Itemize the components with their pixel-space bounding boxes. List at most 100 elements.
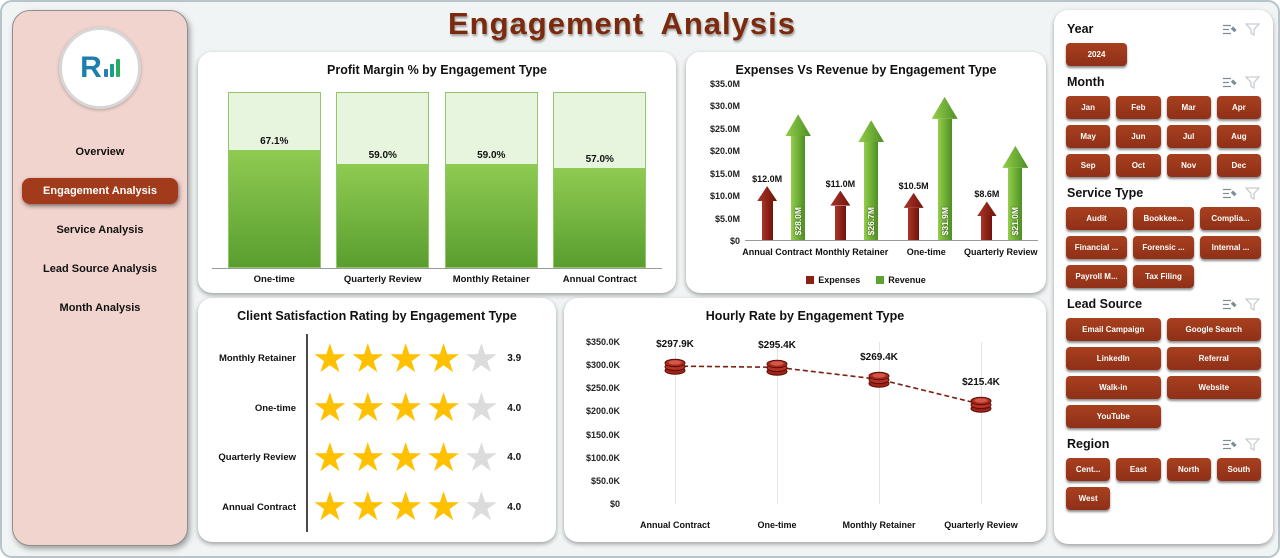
filter-option-apr[interactable]: Apr: [1216, 96, 1261, 119]
expenses-column: $11.0M: [826, 179, 855, 240]
filter-option-east[interactable]: East: [1116, 458, 1161, 481]
revenue-arrow[interactable]: $21.0M: [1002, 145, 1029, 240]
coin-marker-icon[interactable]: [765, 358, 789, 381]
filter-option-south[interactable]: South: [1216, 458, 1261, 481]
filter-option-website[interactable]: Website: [1166, 376, 1261, 399]
filter-option-mar[interactable]: Mar: [1166, 96, 1211, 119]
plot-area: 67.1% 59.0% 59.0% 57.0%: [212, 92, 662, 269]
filter-option-2024[interactable]: 2024: [1066, 43, 1127, 66]
filter-option-nov[interactable]: Nov: [1166, 154, 1211, 177]
filter-option-youtube[interactable]: YouTube: [1066, 405, 1161, 428]
y-axis-tick-label: $300.0K: [585, 360, 620, 371]
filter-option-financial[interactable]: Financial ...: [1066, 236, 1127, 259]
filter-option-email-campaign[interactable]: Email Campaign: [1066, 318, 1161, 341]
expenses-arrow[interactable]: [757, 186, 778, 240]
filter-option-bookkee[interactable]: Bookkee...: [1133, 207, 1194, 230]
coin-marker-icon[interactable]: [969, 395, 993, 418]
star-icon: ★: [387, 386, 424, 431]
filter-option-audit[interactable]: Audit: [1066, 207, 1127, 230]
arrow-stem: [981, 216, 993, 240]
filter-option-payroll-m[interactable]: Payroll M...: [1066, 265, 1127, 288]
expenses-arrow[interactable]: [830, 190, 851, 240]
star-rating[interactable]: ★ ★ ★ ★ ★: [312, 339, 499, 379]
revenue-label-wrap: $31.9M: [932, 97, 958, 240]
filter-funnel-icon[interactable]: [1245, 186, 1260, 200]
y-axis-labels: $350.0K $300.0K $250.0K $200.0K $150.0K $100.…: [572, 337, 620, 509]
filter-option-dec[interactable]: Dec: [1216, 154, 1261, 177]
filter-option-aug[interactable]: Aug: [1216, 125, 1261, 148]
filter-option-oct[interactable]: Oct: [1116, 154, 1161, 177]
star-rating[interactable]: ★ ★ ★ ★ ★: [312, 435, 499, 480]
line-chart-plot: $297.9K $295.4K $269.4K $215.4K: [624, 339, 1032, 504]
clear-selections-icon[interactable]: [1222, 298, 1238, 311]
clear-selections-icon[interactable]: [1222, 23, 1238, 36]
category-group: $11.0M $26.7M: [818, 120, 891, 240]
filter-option-sep[interactable]: Sep: [1066, 154, 1111, 177]
category-group: $8.6M $21.0M: [965, 145, 1038, 240]
sidebar-item-month-analysis[interactable]: Month Analysis: [59, 302, 141, 314]
filter-option-cent[interactable]: Cent...: [1066, 458, 1111, 481]
star-icon: ★: [463, 386, 500, 431]
expenses-arrow[interactable]: [976, 201, 997, 240]
filter-option-complia[interactable]: Complia...: [1200, 207, 1261, 230]
filter-option-feb[interactable]: Feb: [1116, 96, 1161, 119]
clear-selections-icon[interactable]: [1222, 187, 1238, 200]
filter-option-forensic[interactable]: Forensic ...: [1133, 236, 1194, 259]
star-rating[interactable]: ★ ★ ★ ★ ★: [312, 386, 500, 431]
filter-option-jun[interactable]: Jun: [1116, 125, 1161, 148]
category-group: $10.5M $31.9M: [892, 96, 965, 240]
profit-bar-value: 67.1%: [260, 136, 289, 148]
star-rating[interactable]: ★ ★ ★ ★ ★: [312, 487, 499, 527]
sidebar-item-engagement-analysis[interactable]: Engagement Analysis: [22, 178, 178, 204]
filter-section-header: Month: [1067, 75, 1260, 89]
filter-option-linkedin[interactable]: LinkedIn: [1066, 347, 1161, 370]
y-axis-tick-label: $15.0M: [709, 168, 740, 179]
clear-selections-icon[interactable]: [1222, 438, 1238, 451]
expenses-arrow[interactable]: [903, 192, 924, 240]
filter-section-lead-source: Lead Source Email Campaign Google Search Li…: [1066, 297, 1261, 428]
arrow-stem: [937, 118, 952, 240]
revenue-arrow[interactable]: $26.7M: [858, 120, 885, 240]
sidebar-item-overview[interactable]: Overview: [75, 146, 125, 158]
filter-option-may[interactable]: May: [1066, 125, 1111, 148]
revenue-value-label: $31.9M: [939, 206, 950, 235]
filter-option-jul[interactable]: Jul: [1166, 125, 1211, 148]
filter-funnel-icon[interactable]: [1245, 75, 1260, 89]
star-icon: ★: [387, 435, 424, 480]
gridline: [981, 342, 982, 504]
filter-option-north[interactable]: North: [1166, 458, 1211, 481]
clear-selections-icon[interactable]: [1222, 76, 1238, 89]
sidebar-item-service-analysis[interactable]: Service Analysis: [56, 224, 144, 236]
filter-option-internal[interactable]: Internal ...: [1200, 236, 1261, 259]
filter-option-jan[interactable]: Jan: [1066, 96, 1111, 119]
rating-track: ★ ★ ★ ★ ★ 4.0: [306, 383, 546, 433]
filter-option-referral[interactable]: Referral: [1166, 347, 1261, 370]
filter-option-walk-in[interactable]: Walk-in: [1066, 376, 1161, 399]
gridline: [879, 342, 880, 504]
coin-marker-icon[interactable]: [663, 357, 687, 380]
arrow-stem: [761, 201, 773, 240]
profit-bar-value: 57.0%: [585, 153, 614, 165]
filter-funnel-icon[interactable]: [1245, 297, 1260, 311]
revenue-arrow[interactable]: $31.9M: [931, 96, 958, 240]
gridline: [777, 342, 778, 504]
profit-bar[interactable]: 57.0%: [553, 92, 647, 268]
profit-bar[interactable]: 59.0%: [444, 92, 538, 268]
profit-margin-card: Profit Margin % by Engagement Type 67.1%…: [198, 52, 676, 293]
coin-marker-icon[interactable]: [867, 370, 891, 393]
filter-option-google-search[interactable]: Google Search: [1166, 318, 1261, 341]
filter-option-tax-filing[interactable]: Tax Filing: [1133, 265, 1194, 288]
expenses-column: $8.6M: [974, 189, 999, 240]
arrow-head-icon: [757, 186, 778, 202]
profit-bar[interactable]: 59.0%: [336, 92, 430, 268]
filter-funnel-icon[interactable]: [1245, 437, 1260, 451]
rating-row: One-time ★ ★ ★ ★ ★ 4.0: [210, 383, 546, 433]
chart-title: Profit Margin % by Engagement Type: [327, 63, 547, 77]
sidebar-item-lead-source-analysis[interactable]: Lead Source Analysis: [43, 263, 157, 275]
filter-funnel-icon[interactable]: [1245, 22, 1260, 36]
rating-row: Annual Contract ★ ★ ★ ★ ★ 4.0: [210, 482, 546, 532]
profit-bar[interactable]: 67.1%: [227, 92, 321, 268]
filter-option-west[interactable]: West: [1066, 487, 1111, 510]
revenue-arrow[interactable]: $28.0M: [785, 114, 812, 240]
